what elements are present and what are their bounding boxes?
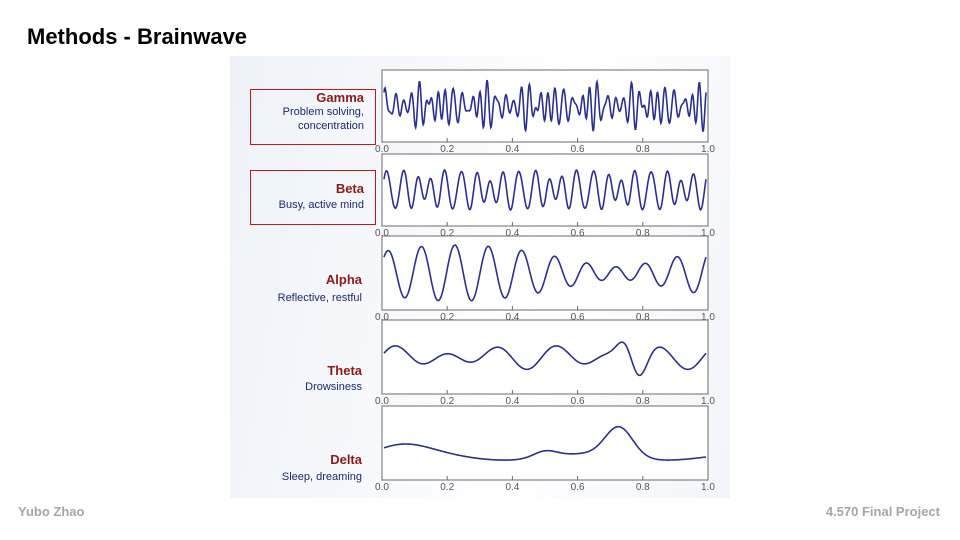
alpha-tick-label: 0.0	[375, 312, 389, 323]
beta-tick-label: 0.4	[505, 228, 519, 239]
theta-tick-label: 0.0	[375, 396, 389, 407]
gamma-tick-label: 0.2	[440, 144, 454, 155]
theta-panel	[381, 319, 709, 395]
theta-name: Theta	[327, 363, 362, 378]
beta-panel	[381, 153, 709, 227]
alpha-panel	[381, 235, 709, 311]
brainwave-figure: Gamma Problem solving, concentration Bet…	[230, 56, 730, 498]
theta-label: Theta Drowsiness	[244, 363, 362, 394]
beta-label: Beta Busy, active mind	[246, 181, 364, 212]
alpha-desc-1: Reflective, restful	[277, 292, 362, 304]
delta-name: Delta	[330, 452, 362, 467]
delta-tick-label: 0.0	[375, 482, 389, 493]
footer-author: Yubo Zhao	[18, 504, 85, 519]
gamma-name: Gamma	[316, 90, 364, 105]
theta-tick-label: 0.4	[505, 396, 519, 407]
beta-name: Beta	[335, 181, 364, 196]
theta-waveform	[383, 341, 707, 377]
gamma-desc-1: Problem solving,	[282, 106, 364, 118]
alpha-tick-label: 0.8	[636, 312, 650, 323]
delta-tick-label: 0.4	[505, 482, 519, 493]
slide-title: Methods - Brainwave	[27, 24, 248, 49]
beta-tick-label: 0.0	[375, 228, 389, 239]
alpha-tick-label: 0.2	[440, 312, 454, 323]
beta-waveform	[383, 168, 707, 211]
alpha-name: Alpha	[325, 272, 362, 287]
footer-project: 4.570 Final Project	[825, 504, 940, 519]
gamma-tick-label: 0.0	[375, 144, 389, 155]
alpha-tick-label: 0.4	[505, 312, 519, 323]
alpha-label: Alpha Reflective, restful	[244, 272, 362, 305]
delta-tick-label: 0.2	[440, 482, 454, 493]
delta-tick-label: 0.8	[636, 482, 650, 493]
beta-tick-label: 0.6	[571, 228, 585, 239]
delta-desc-1: Sleep, dreaming	[281, 471, 362, 483]
theta-tick-label: 0.6	[571, 396, 585, 407]
delta-tick-label: 1.0	[701, 482, 715, 493]
gamma-label: Gamma Problem solving, concentration	[246, 90, 364, 133]
theta-desc-1: Drowsiness	[305, 381, 362, 393]
gamma-tick-label: 0.6	[571, 144, 585, 155]
delta-waveform	[383, 425, 707, 461]
gamma-tick-label: 1.0	[701, 144, 715, 155]
alpha-tick-label: 0.6	[571, 312, 585, 323]
gamma-desc-2: concentration	[297, 120, 364, 132]
gamma-waveform	[383, 78, 707, 133]
theta-tick-label: 0.8	[636, 396, 650, 407]
alpha-waveform	[383, 244, 707, 302]
theta-tick-label: 0.2	[440, 396, 454, 407]
beta-desc-1: Busy, active mind	[278, 199, 364, 211]
theta-tick-label: 1.0	[701, 396, 715, 407]
beta-tick-label: 0.2	[440, 228, 454, 239]
beta-tick-label: 0.8	[636, 228, 650, 239]
beta-highlight-box	[250, 170, 376, 225]
delta-panel	[381, 405, 709, 481]
gamma-highlight-box	[250, 89, 376, 145]
gamma-tick-label: 0.4	[505, 144, 519, 155]
gamma-tick-label: 0.8	[636, 144, 650, 155]
delta-label: Delta Sleep, dreaming	[244, 452, 362, 484]
delta-tick-label: 0.6	[571, 482, 585, 493]
beta-tick-label: 1.0	[701, 228, 715, 239]
alpha-tick-label: 1.0	[701, 312, 715, 323]
brainwave-plots: 0.0 0.2 0.4 0.6 0.8 1.0 0.0 0.2 0.4 0.6 0.8 1.0 0.0 0…	[375, 69, 715, 493]
